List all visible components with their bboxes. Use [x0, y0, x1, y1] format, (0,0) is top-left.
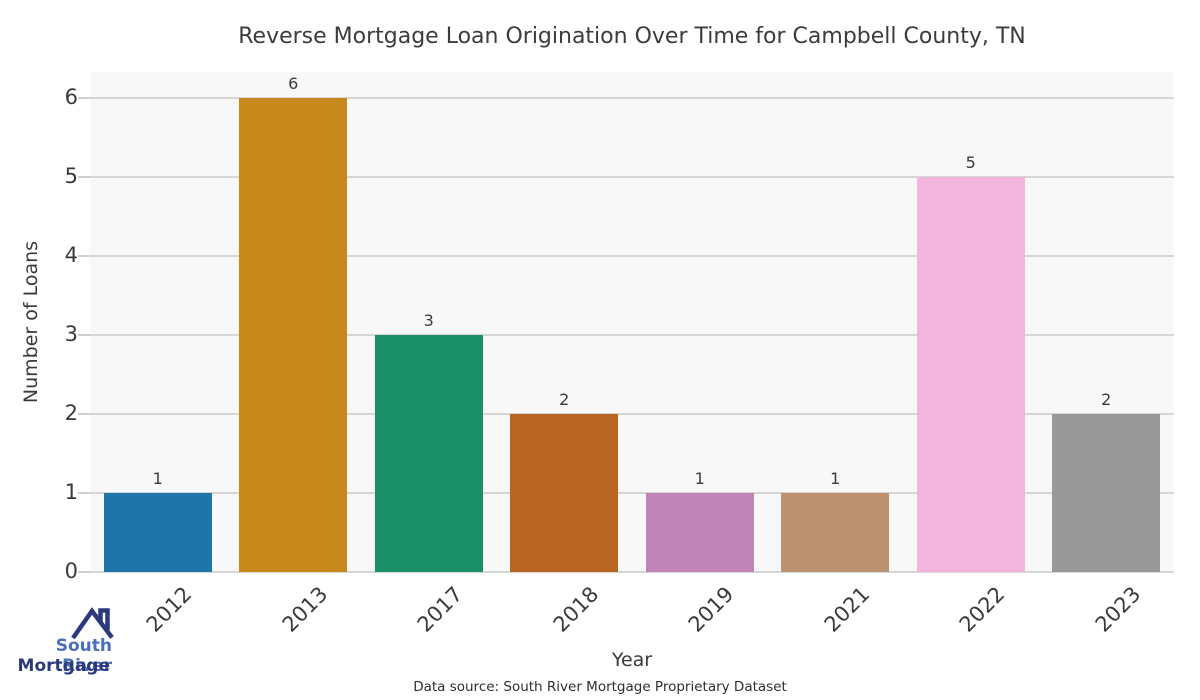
y-tickmark-0	[78, 571, 90, 573]
y-tick-label-0: 0	[64, 559, 78, 583]
y-tickmark-1	[78, 492, 90, 494]
y-tick-label-4: 4	[64, 243, 78, 267]
y-tick-label-2: 2	[64, 401, 78, 425]
x-tick-label-2018: 2018	[548, 582, 604, 637]
house-roof-icon	[71, 607, 114, 640]
bar-value-label-2017: 3	[423, 311, 434, 330]
bar-2018	[510, 414, 619, 572]
data-source-note: Data source: South River Mortgage Propri…	[413, 679, 787, 695]
gridline-y-4	[90, 255, 1174, 257]
x-tick-label-2017: 2017	[412, 582, 468, 637]
x-axis-title: Year	[611, 649, 653, 671]
bar-value-label-2023: 2	[1101, 390, 1112, 409]
bar-2021	[781, 493, 890, 572]
gridline-y-0	[90, 571, 1174, 573]
y-tickmark-2	[78, 413, 90, 415]
gridline-y-1	[90, 492, 1174, 494]
y-tick-label-6: 6	[64, 85, 78, 109]
bar-value-label-2019: 1	[694, 469, 705, 488]
y-axis-title: Number of Loans	[20, 240, 42, 404]
logo-text-mortgage: Mortgage	[17, 656, 110, 676]
y-tickmark-4	[78, 255, 90, 257]
bar-2013	[239, 98, 348, 572]
bar-2023	[1052, 414, 1161, 572]
y-tickmark-3	[78, 334, 90, 336]
x-tick-label-2023: 2023	[1090, 582, 1146, 637]
y-tickmark-5	[78, 176, 90, 178]
x-tick-label-2021: 2021	[819, 582, 875, 637]
y-tick-label-1: 1	[64, 480, 78, 504]
gridline-y-3	[90, 334, 1174, 336]
bar-value-label-2021: 1	[830, 469, 841, 488]
chart-title: Reverse Mortgage Loan Origination Over T…	[238, 24, 1026, 49]
bar-2022	[916, 177, 1025, 572]
x-tick-label-2012: 2012	[141, 582, 197, 637]
bar-value-label-2022: 5	[965, 153, 976, 172]
south-river-mortgage-logo: South River Mortgage	[16, 604, 114, 684]
bar-value-label-2012: 1	[152, 469, 163, 488]
y-tick-label-5: 5	[64, 164, 78, 188]
bar-2017	[374, 335, 483, 572]
y-tick-label-3: 3	[64, 322, 78, 346]
x-tick-label-2019: 2019	[683, 582, 739, 637]
bar-2012	[103, 493, 212, 572]
bar-value-label-2013: 6	[288, 74, 299, 93]
y-tickmark-6	[78, 97, 90, 99]
logo-text-south-river: South River	[55, 636, 112, 676]
bar-2019	[645, 493, 754, 572]
gridline-y-5	[90, 176, 1174, 178]
x-tick-label-2013: 2013	[277, 582, 333, 637]
gridline-y-2	[90, 413, 1174, 415]
x-tick-label-2022: 2022	[954, 582, 1010, 637]
bar-value-label-2018: 2	[559, 390, 570, 409]
gridline-y-6	[90, 97, 1174, 99]
